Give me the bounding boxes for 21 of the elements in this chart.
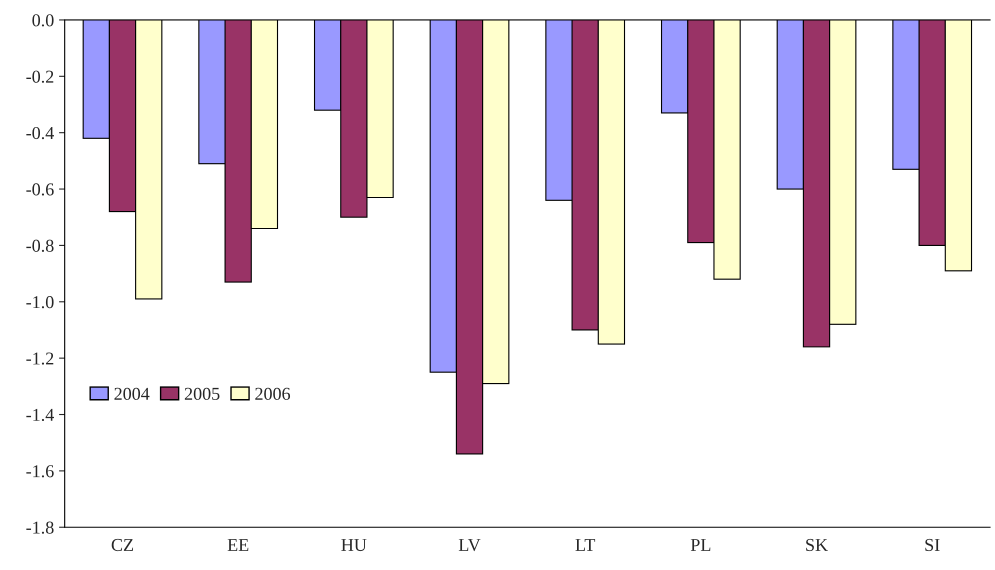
legend-label: 2006 bbox=[255, 388, 290, 400]
y-tick-label: -1.0 bbox=[26, 296, 54, 308]
legend-label: 2005 bbox=[184, 388, 220, 400]
x-tick-label: HU bbox=[341, 539, 367, 552]
y-tick-label: -1.8 bbox=[26, 522, 54, 534]
y-tick-label: -0.2 bbox=[26, 70, 54, 83]
y-tick-label: -1.4 bbox=[26, 408, 54, 422]
legend-label: 2004 bbox=[114, 388, 150, 400]
x-tick-label: LT bbox=[576, 539, 596, 551]
x-tick-label: LV bbox=[458, 539, 481, 552]
x-tick-label: SI bbox=[925, 538, 940, 552]
x-tick-label: CZ bbox=[112, 538, 134, 552]
y-tick-label: -1.6 bbox=[26, 465, 54, 478]
x-tick-label: EE bbox=[228, 539, 248, 551]
y-tick-label: -0.8 bbox=[26, 240, 54, 252]
x-tick-label: SK bbox=[806, 538, 828, 552]
x-tick-label: PL bbox=[690, 539, 710, 551]
y-tick-label: -0.4 bbox=[26, 126, 54, 140]
y-tick-label: -1.2 bbox=[26, 352, 54, 365]
y-tick-label: 0.0 bbox=[32, 14, 54, 26]
y-tick-label: -0.6 bbox=[26, 183, 54, 196]
